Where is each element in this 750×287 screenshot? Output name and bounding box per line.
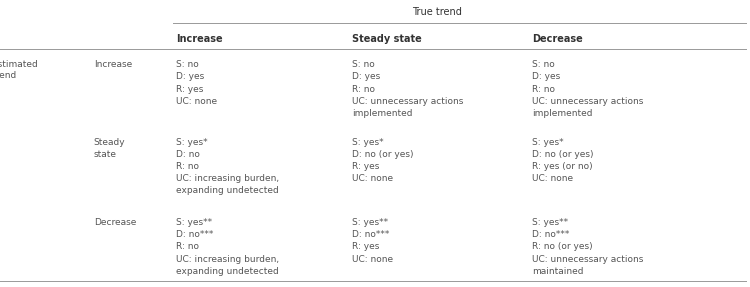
Text: S: no
D: yes
R: yes
UC: none: S: no D: yes R: yes UC: none [176,60,218,106]
Text: S: yes**
D: no***
R: yes
UC: none: S: yes** D: no*** R: yes UC: none [352,218,394,263]
Text: True trend: True trend [412,7,462,17]
Text: S: no
D: yes
R: no
UC: unnecessary actions
implemented: S: no D: yes R: no UC: unnecessary actio… [532,60,644,118]
Text: Steady
state: Steady state [94,138,125,159]
Text: S: yes**
D: no***
R: no
UC: increasing burden,
expanding undetected: S: yes** D: no*** R: no UC: increasing b… [176,218,279,276]
Text: S: yes*
D: no (or yes)
R: yes
UC: none: S: yes* D: no (or yes) R: yes UC: none [352,138,414,183]
Text: S: no
D: yes
R: no
UC: unnecessary actions
implemented: S: no D: yes R: no UC: unnecessary actio… [352,60,464,118]
Text: Decrease: Decrease [532,34,584,44]
Text: S: yes*
D: no
R: no
UC: increasing burden,
expanding undetected: S: yes* D: no R: no UC: increasing burde… [176,138,279,195]
Text: Decrease: Decrease [94,218,136,227]
Text: Increase: Increase [176,34,223,44]
Text: Steady state: Steady state [352,34,422,44]
Text: S: yes*
D: no (or yes)
R: yes (or no)
UC: none: S: yes* D: no (or yes) R: yes (or no) UC… [532,138,594,183]
Text: Estimated
trend: Estimated trend [0,60,38,80]
Text: S: yes**
D: no***
R: no (or yes)
UC: unnecessary actions
maintained: S: yes** D: no*** R: no (or yes) UC: unn… [532,218,644,276]
Text: Increase: Increase [94,60,132,69]
